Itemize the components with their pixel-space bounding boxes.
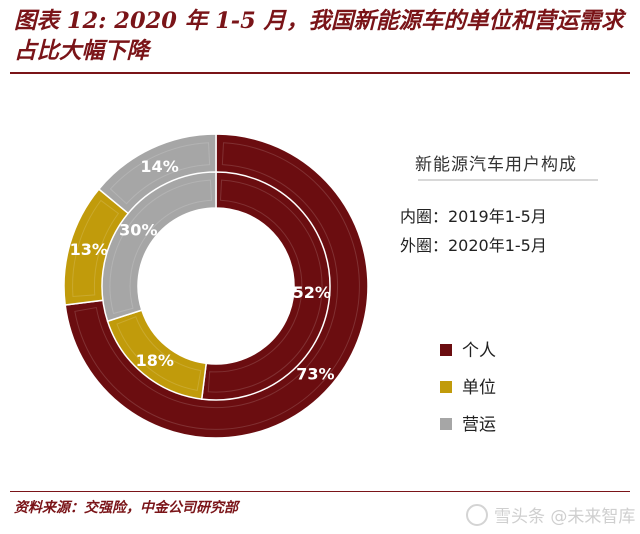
donut-rings: [63, 133, 369, 439]
outer-ring-slice-2-bevel: [109, 142, 211, 205]
inner-ring-label-0: 52%: [293, 283, 331, 302]
chart-title: 新能源汽车用户构成: [415, 155, 577, 175]
inner-ring-label-2: 30%: [119, 221, 157, 240]
title-divider: [10, 72, 630, 74]
inner-ring-label-1: 18%: [136, 351, 174, 370]
outer-ring-slice-1-bevel: [72, 199, 120, 298]
footer-divider: [10, 491, 630, 492]
outer-ring-label-2: 14%: [140, 157, 178, 176]
legend-swatch-0: [440, 344, 452, 356]
inner-ring-slice-1-bevel: [116, 316, 202, 391]
watermark-text: 雪头条 @未来智库: [494, 507, 636, 527]
outer-ring-label-0: 73%: [296, 365, 334, 384]
legend-label-0: 个人: [462, 341, 496, 361]
inner-ring-slice-2-bevel: [109, 179, 213, 315]
watermark: 雪头条 @未来智库: [466, 502, 635, 527]
outer-ring-annotation: 外圈：2020年1-5月: [400, 236, 547, 255]
legend-swatch-1: [440, 381, 452, 393]
inner-ring-slice-0: [200, 171, 331, 401]
figure-title: 图表 12: 2020 年 1-5 月，我国新能源车的单位和营运需求占比大幅下降: [14, 8, 624, 64]
source-note: 资料来源：交强险，中金公司研究部: [14, 500, 238, 516]
legend-label-1: 单位: [462, 378, 496, 398]
segment-labels: 73% 13% 14% 52% 18% 30%: [70, 157, 335, 384]
legend-label-2: 营运: [462, 415, 496, 435]
outer-ring-label-1: 13%: [70, 240, 108, 259]
outer-ring-slice-0-bevel: [74, 142, 360, 430]
inner-ring-annotation: 内圈：2019年1-5月: [400, 207, 547, 226]
watermark-logo-icon: [466, 503, 488, 526]
legend-swatch-2: [440, 418, 452, 430]
inner-ring-slice-0-bevel: [207, 179, 323, 393]
